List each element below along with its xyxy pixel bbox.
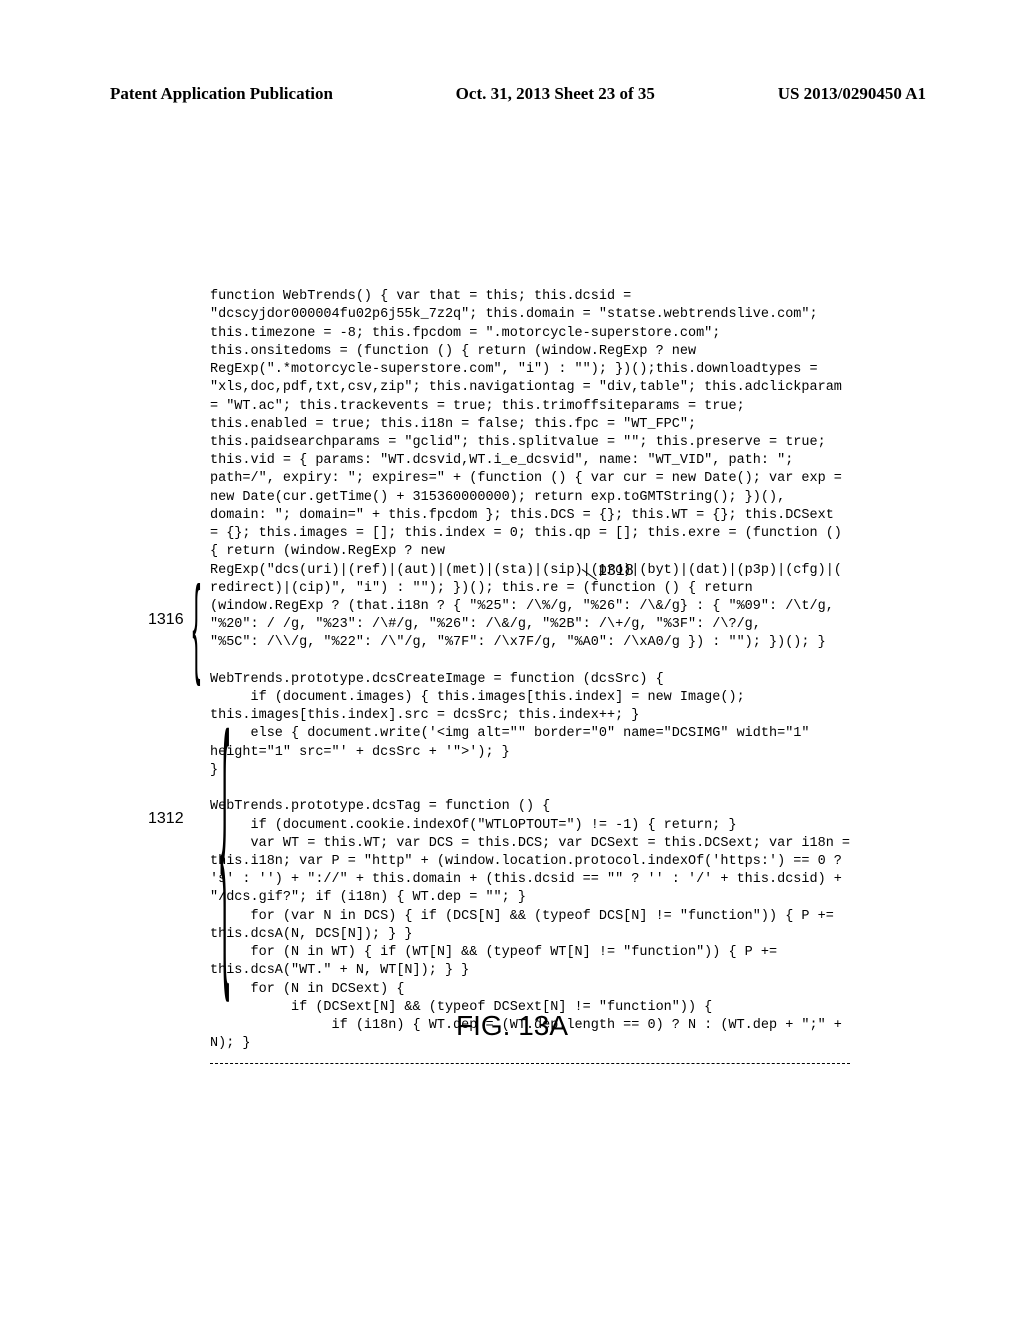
reference-1318: 1318 bbox=[598, 562, 634, 580]
header-center: Oct. 31, 2013 Sheet 23 of 35 bbox=[456, 84, 655, 104]
code-block-2: WebTrends.prototype.dcsCreateImage = fun… bbox=[210, 672, 810, 778]
figure-label: FIG. 13A bbox=[0, 1010, 1024, 1042]
code-listing: function WebTrends() { var that = this; … bbox=[210, 270, 844, 1072]
reference-1316: 1316 bbox=[148, 611, 184, 629]
page-header: Patent Application Publication Oct. 31, … bbox=[110, 84, 926, 104]
dashed-divider bbox=[210, 1063, 850, 1064]
brace-1316: { bbox=[192, 562, 200, 689]
code-block-1: function WebTrends() { var that = this; … bbox=[210, 289, 842, 650]
header-right: US 2013/0290450 A1 bbox=[778, 84, 926, 104]
brace-1312: { bbox=[220, 672, 229, 1009]
header-left: Patent Application Publication bbox=[110, 84, 333, 104]
reference-1312: 1312 bbox=[148, 810, 184, 828]
